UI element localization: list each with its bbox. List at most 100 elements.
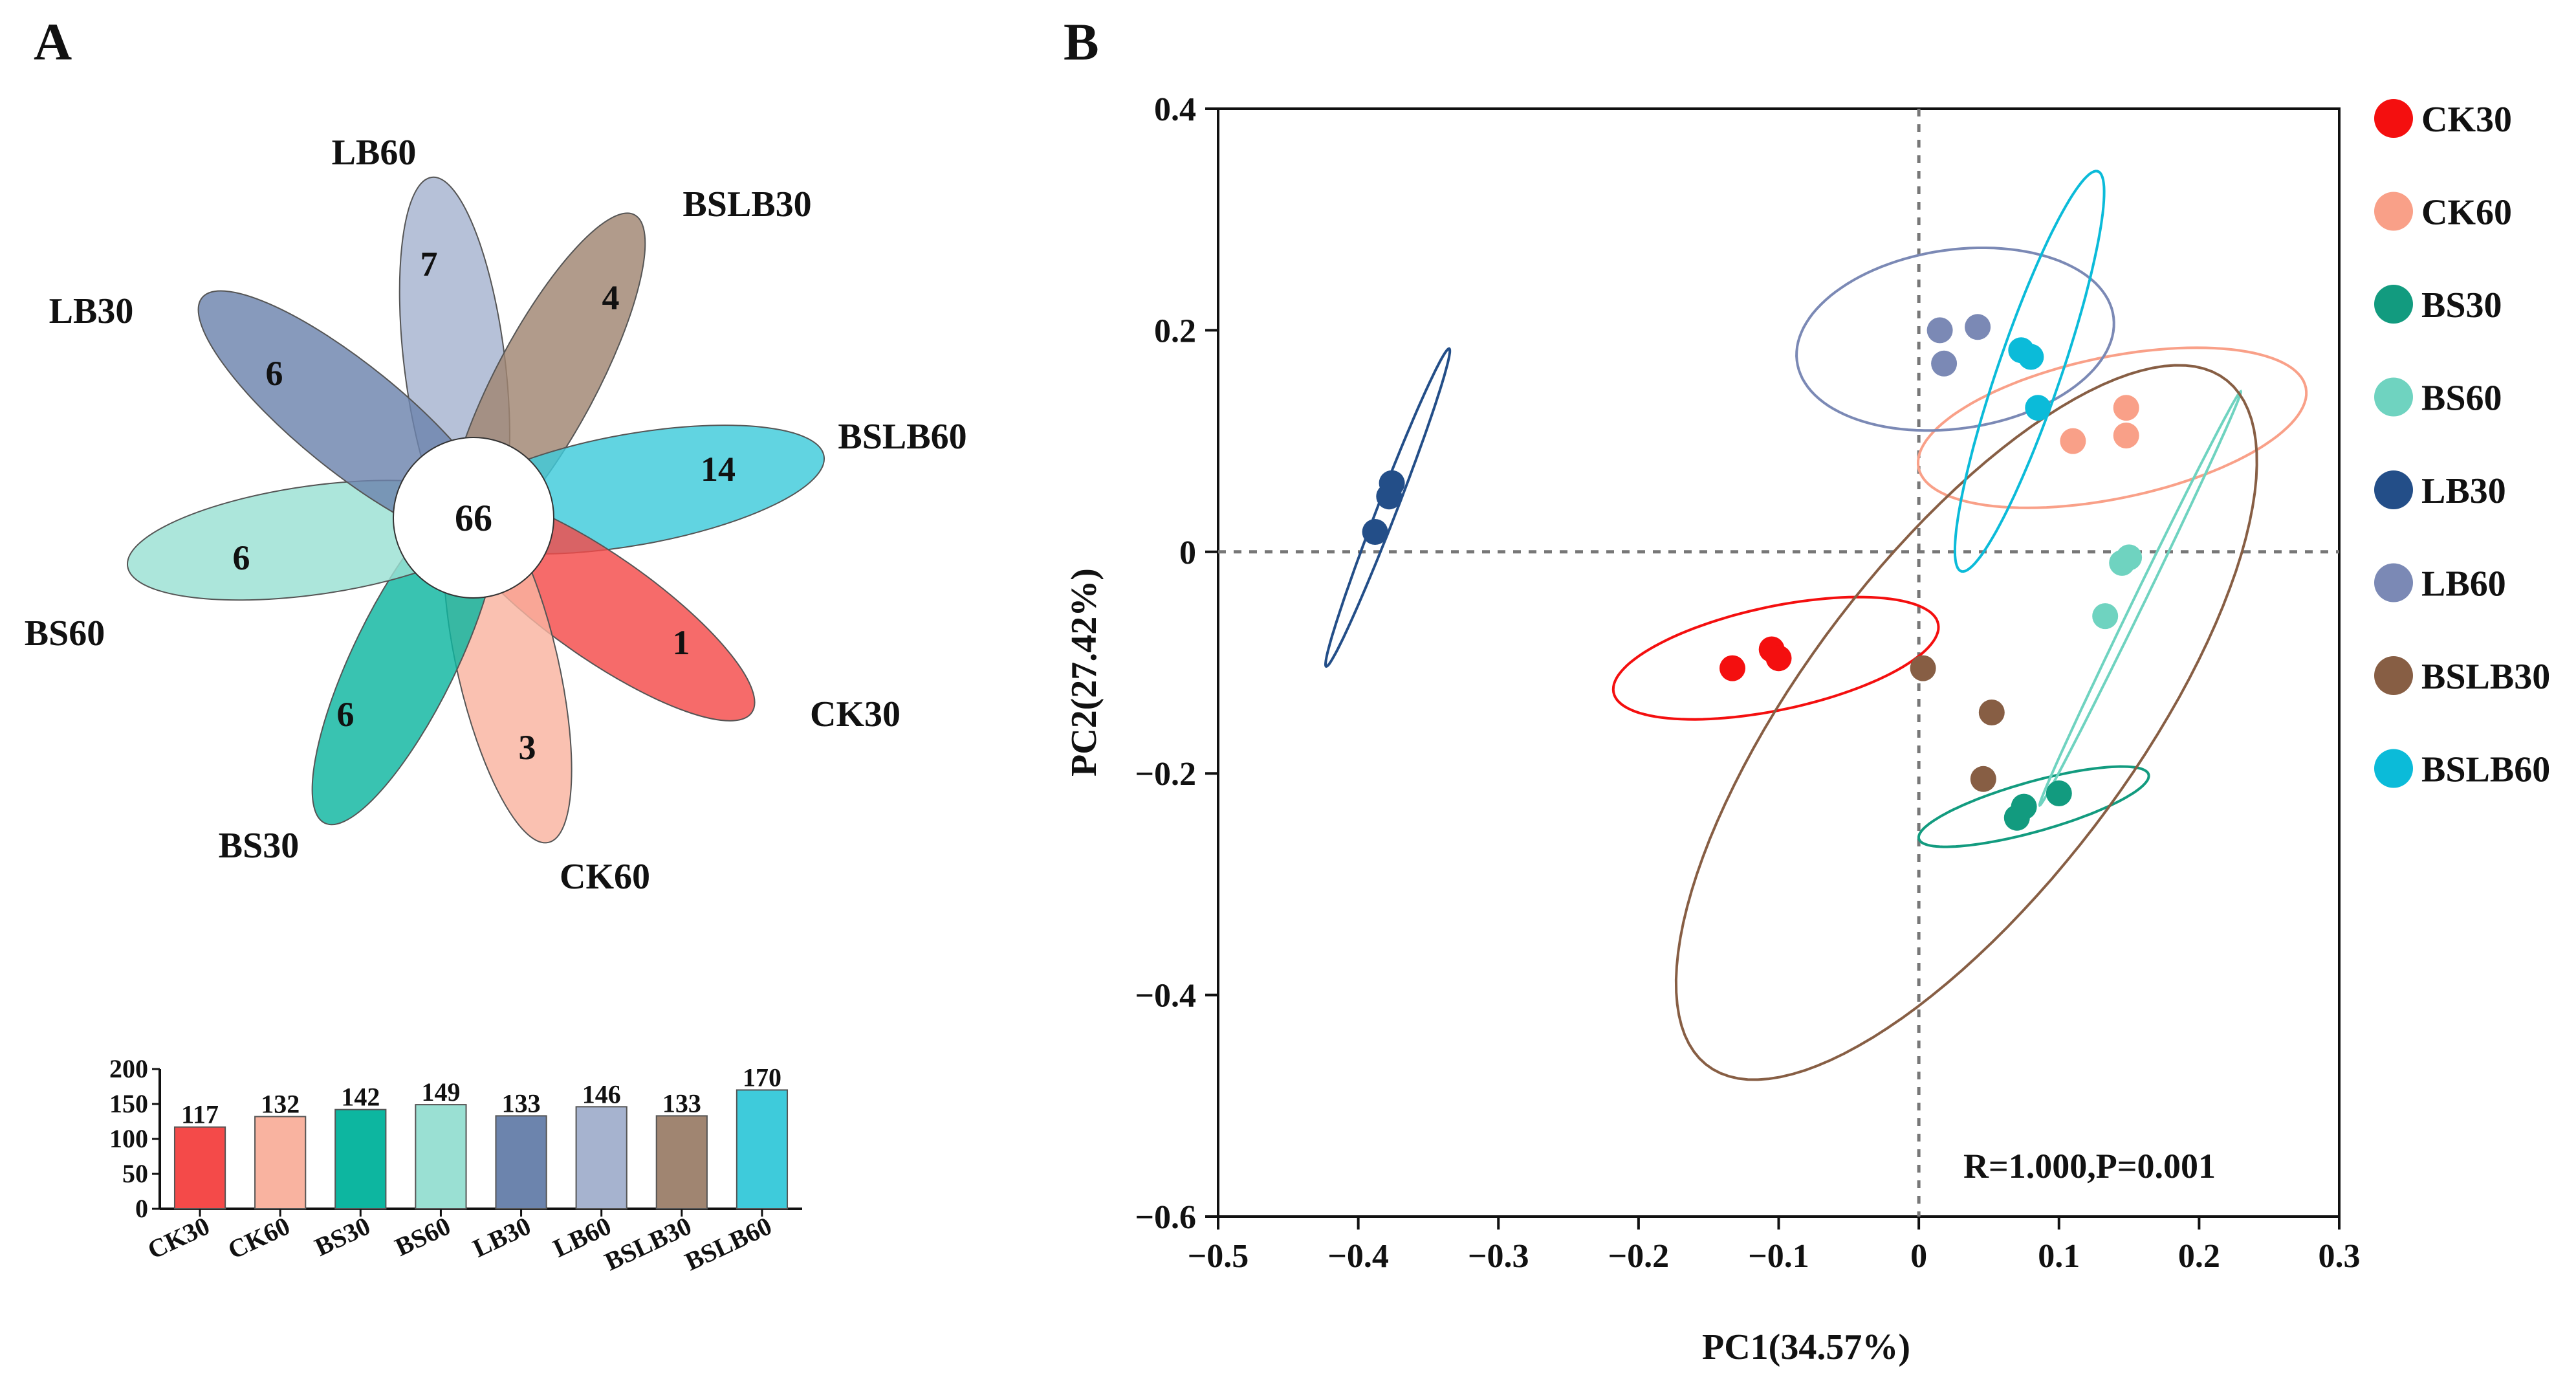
- venn-petal-count-ck30: 1: [673, 623, 690, 662]
- bar-bs60: [415, 1104, 467, 1209]
- bar-ck30: [173, 1126, 226, 1210]
- bar-y-tick-label: 200: [109, 1054, 148, 1083]
- x-tick-label: −0.1: [1748, 1238, 1809, 1275]
- panel-label-b: B: [1064, 12, 1099, 71]
- legend-marker-bs30: [2374, 285, 2413, 324]
- point-ck60: [2060, 428, 2086, 454]
- point-lb60: [1927, 317, 1953, 344]
- y-tick-label: −0.4: [1135, 978, 1196, 1015]
- ellipse-bs60: [2038, 390, 2242, 808]
- ellipse-lb30: [1324, 347, 1452, 668]
- bar-category-label-ck60: CK60: [223, 1211, 294, 1264]
- venn-petal-label-ck60: CK60: [560, 857, 650, 897]
- point-ck60: [2113, 395, 2139, 421]
- legend-marker-lb60: [2374, 563, 2413, 602]
- ellipse-ck30: [1611, 595, 1940, 721]
- x-tick-label: 0: [1910, 1238, 1927, 1275]
- legend-label-bs30: BS30: [2421, 285, 2502, 325]
- bar-y-tick-label: 50: [122, 1159, 148, 1188]
- point-bs30: [2046, 780, 2072, 806]
- y-tick-label: −0.6: [1135, 1199, 1196, 1236]
- venn-petal-label-bs60: BS60: [25, 613, 105, 654]
- y-tick-label: 0: [1179, 535, 1196, 571]
- legend-label-lb60: LB60: [2421, 564, 2506, 604]
- venn-center-circle: [393, 437, 554, 599]
- bar-category-label-lb30: LB30: [468, 1211, 536, 1263]
- y-axis-title: PC2(27.42%): [1064, 568, 1104, 777]
- venn-petal-count-bs30: 6: [337, 695, 355, 734]
- legend-label-ck60: CK60: [2421, 193, 2512, 233]
- bar-value-label-lb30: 133: [502, 1088, 541, 1118]
- legend-label-bslb30: BSLB30: [2421, 657, 2550, 697]
- x-tick-label: 0.1: [2038, 1238, 2080, 1275]
- bar-value-label-bslb30: 133: [662, 1088, 701, 1118]
- panel-label-a: A: [34, 12, 72, 71]
- venn-petal-label-bs30: BS30: [219, 826, 300, 866]
- bar-value-label-ck30: 117: [181, 1100, 219, 1129]
- bar-category-label-bs30: BS30: [310, 1211, 375, 1261]
- x-tick-label: −0.5: [1188, 1238, 1249, 1275]
- x-axis-title: PC1(34.57%): [1702, 1327, 1910, 1367]
- bar-category-label-bslb30: BSLB30: [600, 1211, 696, 1276]
- point-ck60: [2113, 423, 2139, 448]
- venn-petal-label-lb60: LB60: [332, 133, 417, 173]
- point-bslb30: [1978, 700, 2005, 725]
- x-tick-label: −0.4: [1327, 1238, 1389, 1275]
- venn-petal-label-ck30: CK30: [810, 694, 901, 734]
- point-ck30: [1765, 645, 1792, 672]
- legend-marker-bslb30: [2374, 656, 2413, 695]
- venn-petal-count-bslb30: 4: [602, 278, 620, 317]
- ellipse-bslb30: [1674, 364, 2258, 1081]
- venn-center-count: 66: [455, 497, 492, 539]
- x-tick-label: −0.3: [1468, 1238, 1529, 1275]
- bar-y-tick-label: 150: [109, 1089, 148, 1118]
- legend-label-lb30: LB30: [2421, 471, 2506, 511]
- bar-bs30: [334, 1109, 387, 1210]
- bar-bslb30: [655, 1115, 708, 1209]
- legend-marker-bslb60: [2374, 749, 2413, 788]
- point-bslb30: [1970, 766, 1996, 792]
- bar-value-label-bs30: 142: [341, 1083, 380, 1112]
- bar-value-label-bslb60: 170: [743, 1063, 781, 1092]
- legend-marker-ck30: [2374, 99, 2413, 138]
- stat-annotation: R=1.000,P=0.001: [1963, 1147, 2216, 1186]
- ellipse-bs30: [1917, 765, 2150, 848]
- bar-category-label-bs60: BS60: [391, 1211, 455, 1261]
- bar-value-label-bs60: 149: [421, 1077, 460, 1107]
- x-tick-label: −0.2: [1608, 1238, 1670, 1275]
- point-lb30: [1379, 470, 1405, 496]
- y-tick-label: 0.2: [1154, 313, 1196, 349]
- ellipse-lb60: [1795, 247, 2115, 432]
- legend-marker-bs60: [2374, 377, 2413, 417]
- bar-value-label-ck60: 132: [261, 1089, 300, 1118]
- bar-bslb60: [736, 1089, 789, 1210]
- ellipse-ck60: [1916, 346, 2308, 509]
- venn-petal-count-lb30: 6: [266, 354, 283, 393]
- bar-chart: 0 50 100 150 200 117 CK30 132 CK60 142 BS30 149 BS60…: [109, 1054, 802, 1276]
- venn-petal-label-lb30: LB30: [49, 291, 134, 331]
- y-tick-label: 0.4: [1154, 91, 1196, 128]
- venn-petal-count-bs60: 6: [233, 538, 250, 577]
- venn-petal-count-ck60: 3: [519, 728, 536, 767]
- legend-marker-ck60: [2374, 192, 2413, 231]
- pcoa-scatter-plot: −0.5 −0.4 −0.3 −0.2 −0.1 0 0.1 0.2 0.3 −0.6 −0.4 −0…: [1135, 91, 2360, 1275]
- venn-petal-count-lb60: 7: [420, 245, 438, 283]
- point-bs30: [2011, 793, 2037, 820]
- bar-y-tick-label: 100: [109, 1124, 148, 1153]
- bar-ck60: [254, 1116, 307, 1209]
- bar-y-tick-label: 0: [135, 1194, 148, 1223]
- point-ck30: [1719, 655, 1745, 681]
- bar-lb30: [495, 1115, 547, 1209]
- x-tick-label: 0.3: [2319, 1238, 2361, 1275]
- venn-petal-count-bslb60: 14: [701, 450, 736, 489]
- point-bs60: [2092, 603, 2119, 630]
- legend-label-bslb60: BSLB60: [2421, 750, 2550, 790]
- point-bslb60: [2018, 344, 2044, 370]
- y-tick-label: −0.2: [1135, 756, 1196, 793]
- legend: CK30 CK60 BS30 BS60 LB30 LB60 BSLB30 BSLB60: [2374, 99, 2550, 790]
- bar-value-label-lb60: 146: [582, 1079, 621, 1109]
- bar-lb60: [575, 1106, 628, 1209]
- point-lb60: [1965, 314, 1991, 340]
- point-bs60: [2116, 544, 2143, 571]
